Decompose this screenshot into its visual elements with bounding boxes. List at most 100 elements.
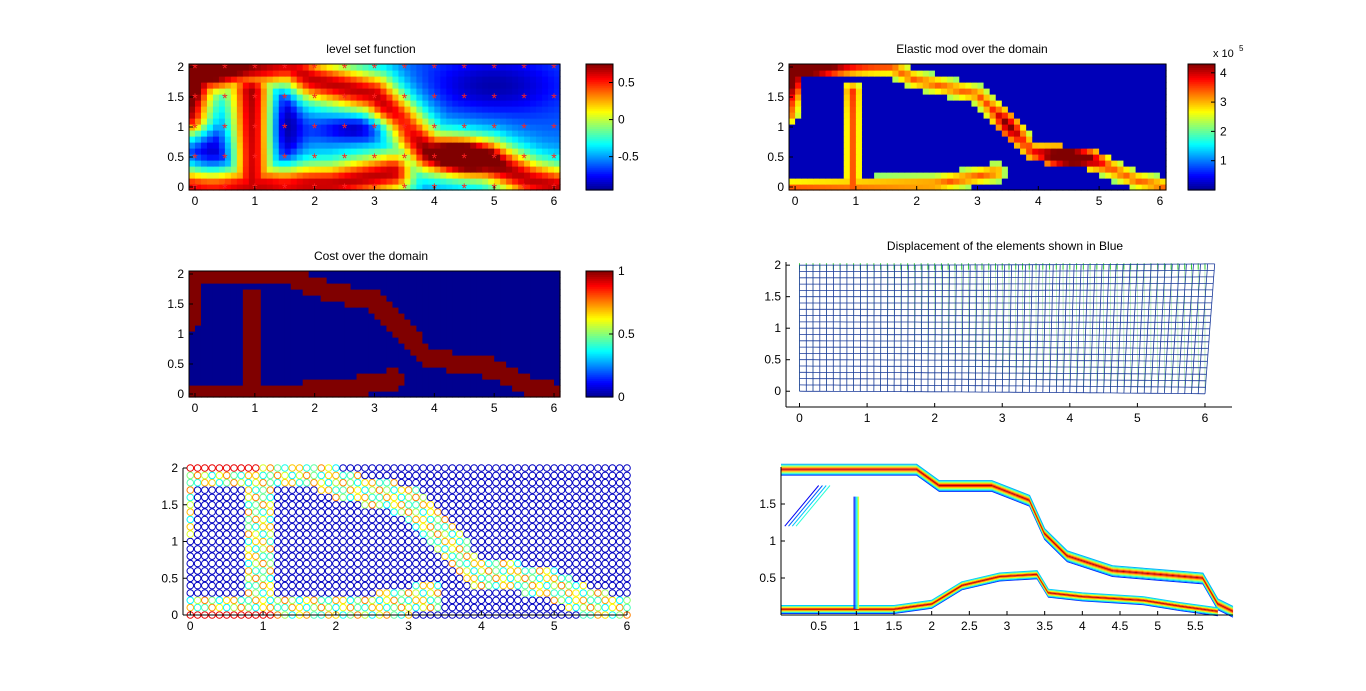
cost-cell: [332, 349, 340, 356]
elastic-mod-colorbar-band: [1188, 69, 1215, 73]
elastic-mod-colorbar-band: [1188, 87, 1215, 91]
cost-cell: [290, 355, 298, 362]
cost-cell: [284, 301, 292, 308]
cost-cell: [236, 331, 244, 338]
elastic-mod-cell: [989, 112, 997, 119]
cost-circle-marker: [193, 574, 202, 583]
level-set-star-marker: *: [521, 90, 527, 106]
elastic-mod-cell: [910, 64, 918, 71]
cost-cell: [386, 373, 394, 380]
level-set-cell: [380, 64, 388, 71]
elastic-mod-cell: [983, 160, 991, 167]
elastic-mod-cell: [1032, 124, 1039, 131]
elastic-mod-cell: [1111, 184, 1118, 191]
level-set-cell: [350, 100, 358, 107]
elastic-mod-cell: [1013, 82, 1021, 89]
elastic-mod-cell: [795, 94, 802, 101]
level-set-cell: [374, 118, 382, 125]
level-set-cell: [212, 94, 220, 101]
cost-circle-marker: [594, 567, 602, 575]
cost-cell: [398, 391, 406, 398]
level-set-cell: [416, 178, 423, 185]
elastic-mod-cell: [1007, 160, 1015, 167]
level-set-cell: [434, 142, 441, 149]
cost-cell: [416, 361, 423, 368]
elastic-mod-cell: [989, 70, 997, 77]
mesh-vertical-line: [1015, 264, 1019, 393]
elastic-mod-cell: [1068, 130, 1076, 137]
cost-cell: [314, 349, 322, 356]
elastic-mod-cell: [1044, 106, 1052, 113]
elastic-mod-cell: [959, 130, 966, 137]
cost-colorbar-band: [586, 330, 613, 333]
cost-cell: [266, 367, 274, 374]
elastic-mod-cell: [892, 106, 900, 113]
elastic-mod-cell: [983, 64, 991, 71]
elastic-mod-cell: [892, 142, 900, 149]
cost-circle-marker: [623, 581, 631, 590]
elastic-mod-cell: [1032, 130, 1039, 137]
level-set-cell: [464, 124, 471, 131]
level-set-cell: [440, 94, 447, 101]
elastic-mod-cell: [886, 70, 893, 77]
cost-cell: [476, 307, 483, 314]
cost-cell: [189, 355, 196, 362]
cost-circle-marker: [390, 567, 398, 575]
elastic-mod-cell: [849, 178, 857, 185]
elastic-mod-cell: [1117, 106, 1125, 113]
cost-cell: [248, 295, 256, 302]
elastic-mod-cell: [910, 82, 918, 89]
mesh-vertical-line: [1164, 264, 1173, 394]
level-set-cell: [434, 118, 441, 125]
level-set-cell: [512, 94, 519, 101]
cost-cell: [554, 373, 561, 380]
cost-cell: [302, 325, 310, 332]
level-set-cell: [512, 76, 519, 83]
level-set-cell: [500, 94, 507, 101]
cost-circle-marker: [426, 559, 435, 568]
level-set-cell: [284, 112, 292, 119]
elastic-mod-cell: [910, 124, 918, 131]
elastic-mod-cell: [831, 100, 839, 107]
cost-cell: [260, 325, 268, 332]
cost-circle-marker: [252, 596, 260, 605]
cost-cell: [524, 289, 531, 296]
level-set-cell: [189, 178, 196, 185]
cost-cell: [530, 307, 537, 314]
elastic-mod-colorbar-tick-label: 2: [1220, 124, 1227, 138]
cost-cell: [512, 325, 519, 332]
elastic-mod-cell: [922, 166, 930, 173]
level-set-cell: [260, 76, 268, 83]
elastic-mod-cell: [922, 124, 930, 131]
cost-cell: [344, 295, 352, 302]
cost-cell: [446, 367, 453, 374]
elastic-mod-cell: [1111, 118, 1118, 125]
cost-cell: [386, 295, 394, 302]
cost-cell: [260, 277, 268, 284]
cost-cell: [446, 295, 453, 302]
elastic-mod-cell: [892, 130, 900, 137]
cost-cell: [548, 331, 555, 338]
cost-cell: [200, 319, 208, 326]
elastic-mod-cell: [868, 94, 875, 101]
level-set-cell: [230, 112, 238, 119]
elastic-mod-cell: [1038, 184, 1045, 191]
cost-cell: [200, 295, 208, 302]
level-set-cell: [482, 76, 489, 83]
elastic-mod-cell: [1135, 112, 1143, 119]
elastic-mod-cell: [1038, 178, 1045, 185]
level-set-cell: [536, 76, 543, 83]
cost-cell: [476, 319, 483, 326]
level-set-cell: [488, 142, 495, 149]
level-set-cell: [524, 172, 531, 179]
elastic-mod-cell: [849, 70, 857, 77]
elastic-mod-cell: [861, 88, 869, 95]
elastic-mod-cell: [1153, 184, 1161, 191]
cost-cell: [386, 283, 394, 290]
displacement-y-tick-label: 1: [774, 321, 781, 335]
cost-cell: [350, 361, 358, 368]
cost-cell: [386, 385, 394, 392]
cost-cell: [308, 379, 316, 386]
cost-cell: [506, 349, 513, 356]
cost-cell: [212, 337, 220, 344]
